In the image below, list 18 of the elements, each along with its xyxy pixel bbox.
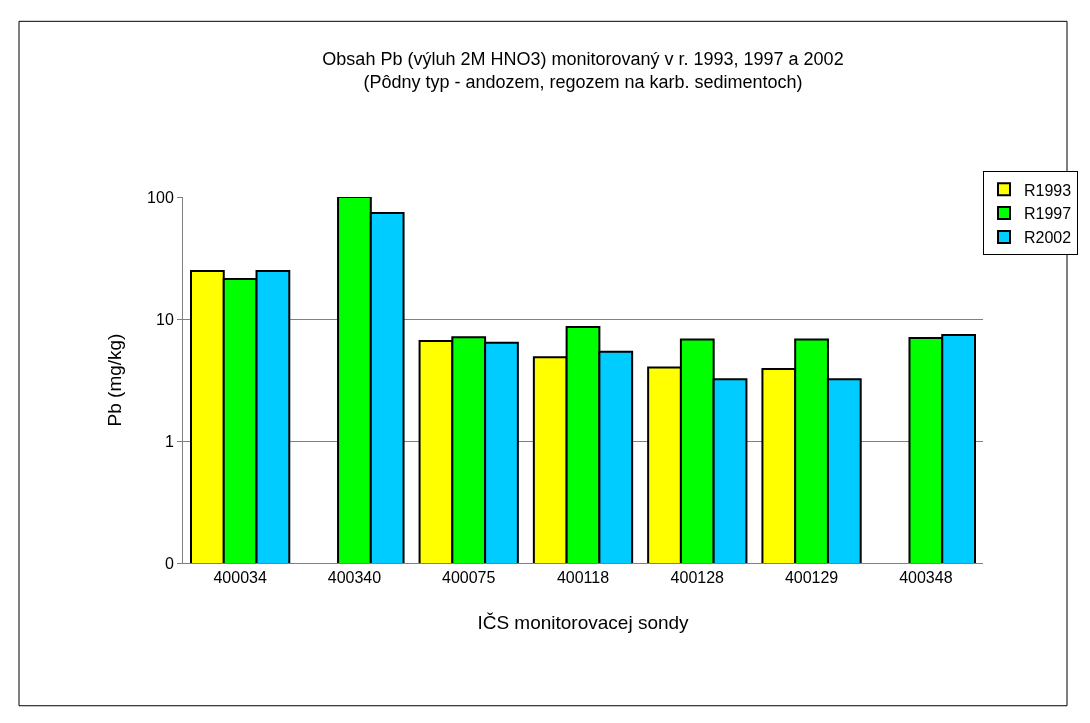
- x-tick-label: 400118: [556, 569, 610, 587]
- y-tick-label: 100: [147, 188, 174, 206]
- x-tick-label: 400340: [327, 569, 382, 587]
- x-axis-title: IČS monitorovacej sondy: [477, 612, 690, 633]
- y-tick-label: 0: [164, 554, 174, 572]
- legend-label: R1997: [1024, 205, 1072, 223]
- chart-subtitle: (Pôdny typ - andozem, regozem na karb. sedimentoch): [363, 72, 803, 93]
- x-tick-label: 400075: [442, 569, 496, 587]
- y-tick-label: 1: [164, 432, 174, 450]
- x-tick-label: 400348: [899, 569, 953, 587]
- y-tick-label: 10: [156, 310, 174, 328]
- x-tick-label: 400128: [670, 569, 725, 587]
- legend-label: R2002: [1024, 229, 1072, 247]
- y-axis-title: Pb (mg/kg): [103, 333, 125, 427]
- x-tick-label: 400034: [213, 569, 267, 587]
- chart-title: Obsah Pb (výluh 2M HNO3) monitorovaný v r. 1993, 1997 a 2002: [322, 49, 844, 70]
- x-tick-label: 400129: [784, 569, 839, 587]
- legend-label: R1993: [1024, 181, 1072, 199]
